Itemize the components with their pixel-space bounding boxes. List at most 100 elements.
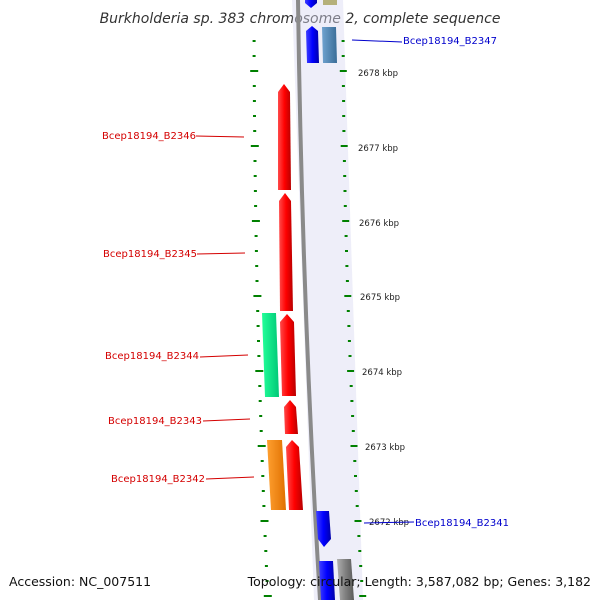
tick-mark [351,430,355,432]
tick-mark [261,490,265,492]
tick-mark [343,205,347,207]
tick-mark [251,220,260,222]
tick-mark [342,220,350,222]
blue-arrow-top [305,0,317,8]
tick-mark [265,580,269,582]
chromosome-backbone [296,0,322,600]
leader-line-B2346 [195,135,245,138]
tick-mark [252,100,256,102]
gene-Bcep18194_B2347-arrow [306,26,319,63]
tick-mark [253,115,256,117]
tick-mark [345,250,348,252]
scale-label-2674: 2674 kbp [362,368,402,378]
tick-mark [264,550,268,552]
gene-label-Bcep18194_B2345[interactable]: Bcep18194_B2345 [103,249,197,260]
tick-mark [354,520,362,522]
tick-mark [255,370,264,372]
tick-mark [257,340,260,342]
tick-mark [253,295,262,297]
tick-mark [341,40,345,42]
tick-mark [250,70,259,72]
leader-line-B2341 [363,521,415,524]
tick-mark [342,160,346,162]
tick-mark [347,325,351,327]
gene-label-Bcep18194_B2343[interactable]: Bcep18194_B2343 [108,416,202,427]
green-feature [262,313,279,397]
gene-Bcep18194_B2343-arrow [284,400,298,434]
tick-mark [347,370,355,372]
gene-label-Bcep18194_B2341[interactable]: Bcep18194_B2341 [415,518,509,529]
tick-mark [253,130,257,132]
leader-line-B2345 [196,252,246,255]
tick-mark [339,70,347,72]
gene-Bcep18194_B2346-arrow [278,84,291,190]
tick-mark [259,415,263,417]
tick-mark [260,460,264,462]
tick-mark [260,520,269,522]
inner-tick-row [250,40,272,597]
tick-mark [256,310,260,312]
tick-mark [354,475,357,477]
tick-mark [347,340,351,342]
tick-mark [257,445,266,447]
tick-mark [261,475,265,477]
tick-mark [342,130,346,132]
tick-mark [252,55,256,57]
outer-tick-row [339,40,367,597]
tick-mark [256,325,260,327]
tick-mark [343,175,347,177]
tick-mark [342,100,346,102]
scale-label-2673: 2673 kbp [365,443,405,453]
tick-mark [257,355,261,357]
steelblue-feature-top [322,27,337,63]
tick-mark [346,310,350,312]
tick-mark [253,160,257,162]
grey-feature-bottom [337,559,354,600]
leader-line-B2343 [202,418,251,422]
scale-label-2678: 2678 kbp [358,69,398,79]
tick-mark [255,280,259,282]
gene-label-Bcep18194_B2346[interactable]: Bcep18194_B2346 [102,131,196,142]
tick-mark [263,595,272,597]
tick-mark [348,355,352,357]
tick-mark [341,85,345,87]
tick-mark [341,55,345,57]
tick-mark [351,415,355,417]
olive-feature-top [323,0,337,5]
gene-Bcep18194_B2341-arrow [316,511,331,547]
tick-mark [263,535,267,537]
gene-label-Bcep18194_B2342[interactable]: Bcep18194_B2342 [111,474,205,485]
tick-mark [359,565,363,567]
accession-text: Accession: NC_007511 [9,574,151,589]
scale-label-2672: 2672 kbp [369,518,409,528]
tick-mark [258,400,262,402]
tick-mark [353,460,357,462]
leader-line-B2347 [351,39,403,43]
blue-feature-bottom [319,561,335,600]
tick-mark [360,580,364,582]
tick-mark [345,265,349,267]
tick-mark [350,445,358,447]
tick-mark [358,550,362,552]
scale-label-2676: 2676 kbp [359,219,399,229]
scale-label-2677: 2677 kbp [358,144,398,154]
tick-mark [254,235,258,237]
gene-Bcep18194_B2344-arrow [280,314,296,396]
tick-mark [255,265,259,267]
tick-mark [262,505,266,507]
tick-mark [264,565,268,567]
scale-label-2675: 2675 kbp [360,293,400,303]
gene-label-Bcep18194_B2347[interactable]: Bcep18194_B2347 [403,36,497,47]
leader-line-B2344 [199,354,249,358]
tick-mark [254,205,258,207]
tick-mark [258,385,262,387]
tick-mark [350,400,354,402]
topology-text: Topology: circular; Length: 3,587,082 bp… [247,574,591,589]
gene-label-Bcep18194_B2344[interactable]: Bcep18194_B2344 [105,351,199,362]
tick-mark [253,175,257,177]
tick-mark [344,235,348,237]
tick-mark [250,145,259,147]
tick-mark [259,430,263,432]
orange-feature [267,440,286,510]
